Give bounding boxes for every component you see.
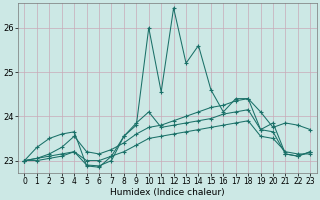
X-axis label: Humidex (Indice chaleur): Humidex (Indice chaleur): [110, 188, 225, 197]
